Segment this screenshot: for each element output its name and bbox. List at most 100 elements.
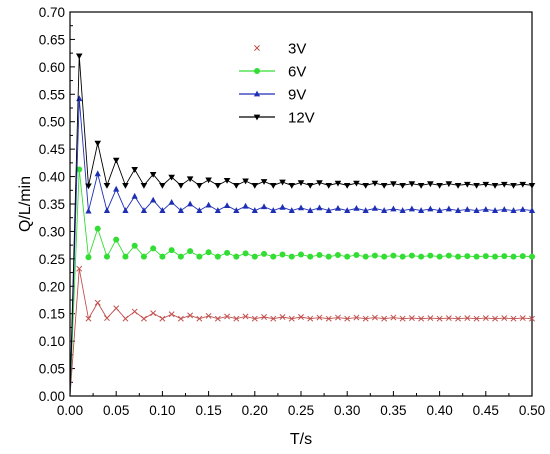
data-point	[307, 207, 314, 213]
data-point	[371, 180, 379, 187]
y-tick-label: 0.70	[39, 5, 65, 20]
data-point	[122, 207, 129, 213]
data-point	[279, 179, 286, 186]
y-tick-label: 0.35	[39, 197, 65, 212]
data-point	[131, 242, 138, 249]
data-point	[427, 181, 434, 188]
data-point	[214, 207, 221, 213]
data-point	[510, 182, 517, 189]
y-tick-label: 0.30	[39, 224, 65, 239]
data-point	[270, 315, 277, 322]
data-point	[399, 253, 406, 260]
data-point	[214, 253, 221, 260]
data-point	[307, 253, 314, 260]
y-tick-label: 0.00	[39, 389, 65, 404]
data-point	[353, 252, 360, 259]
data-point	[177, 253, 184, 260]
data-point	[408, 205, 415, 212]
data-point	[408, 252, 415, 259]
data-point	[325, 253, 332, 260]
data-point	[76, 265, 83, 272]
data-point	[242, 313, 249, 320]
y-tick-label: 0.40	[39, 170, 65, 185]
data-point	[251, 207, 258, 213]
data-point	[473, 315, 480, 322]
data-point	[454, 182, 462, 189]
data-point	[279, 314, 286, 320]
data-point	[205, 249, 212, 256]
data-point	[464, 253, 471, 260]
series-line	[69, 268, 533, 397]
legend-marker	[253, 114, 261, 121]
legend-marker	[254, 45, 260, 51]
data-point	[113, 236, 120, 243]
data-point	[150, 310, 157, 317]
data-point	[260, 179, 268, 185]
data-point	[501, 315, 508, 322]
data-point	[103, 253, 110, 260]
x-tick-label: 0.30	[334, 403, 360, 418]
data-point	[288, 182, 296, 189]
data-point	[464, 181, 471, 188]
legend-entry: 9V	[239, 87, 306, 104]
data-point	[168, 247, 175, 254]
y-tick-label: 0.20	[39, 279, 65, 294]
data-point	[187, 248, 194, 255]
y-tick-label: 0.15	[39, 307, 65, 322]
data-point	[94, 225, 101, 232]
data-point	[445, 252, 452, 259]
data-point	[186, 176, 194, 183]
data-point	[223, 178, 231, 184]
data-point	[418, 207, 425, 213]
data-point	[418, 315, 425, 322]
legend-label: 6V	[288, 64, 306, 81]
legend-entry: 6V	[239, 64, 306, 81]
y-tick-label: 0.10	[39, 334, 65, 349]
data-point	[233, 253, 240, 260]
y-tick-label: 0.50	[39, 115, 65, 130]
data-point	[482, 253, 489, 260]
data-point	[325, 182, 333, 189]
data-point	[150, 196, 157, 203]
data-point	[427, 315, 434, 322]
data-point	[390, 314, 397, 321]
data-point	[519, 315, 526, 322]
data-point	[205, 312, 212, 319]
data-point	[381, 253, 388, 260]
data-point	[491, 182, 499, 189]
x-tick-label: 0.20	[242, 403, 268, 418]
y-tick-label: 0.25	[39, 252, 65, 267]
data-point	[103, 207, 111, 213]
data-point	[140, 253, 147, 260]
data-point	[455, 315, 462, 322]
data-point	[85, 183, 92, 190]
data-point	[344, 207, 351, 213]
data-point	[362, 315, 369, 322]
data-point	[279, 251, 286, 258]
data-point	[325, 315, 332, 322]
x-tick-label: 0.00	[57, 403, 83, 418]
data-point	[168, 311, 175, 318]
data-point	[224, 249, 231, 256]
data-point	[94, 140, 102, 147]
data-point	[76, 166, 83, 173]
data-point	[325, 207, 332, 213]
data-point	[528, 182, 536, 189]
data-point	[399, 315, 406, 322]
data-point	[214, 315, 221, 322]
data-point	[251, 315, 258, 322]
x-tick-label: 0.10	[149, 403, 175, 418]
data-point	[279, 203, 286, 210]
y-tick-label: 0.55	[39, 87, 65, 102]
x-axis-label: T/s	[290, 431, 312, 448]
data-point	[233, 315, 240, 322]
data-point	[177, 207, 184, 213]
data-point	[371, 252, 378, 259]
data-point	[353, 204, 360, 211]
data-point	[519, 206, 526, 212]
data-point	[297, 180, 305, 187]
data-point	[131, 167, 138, 173]
data-point	[261, 250, 268, 257]
data-point	[473, 253, 480, 260]
data-point	[122, 315, 129, 322]
